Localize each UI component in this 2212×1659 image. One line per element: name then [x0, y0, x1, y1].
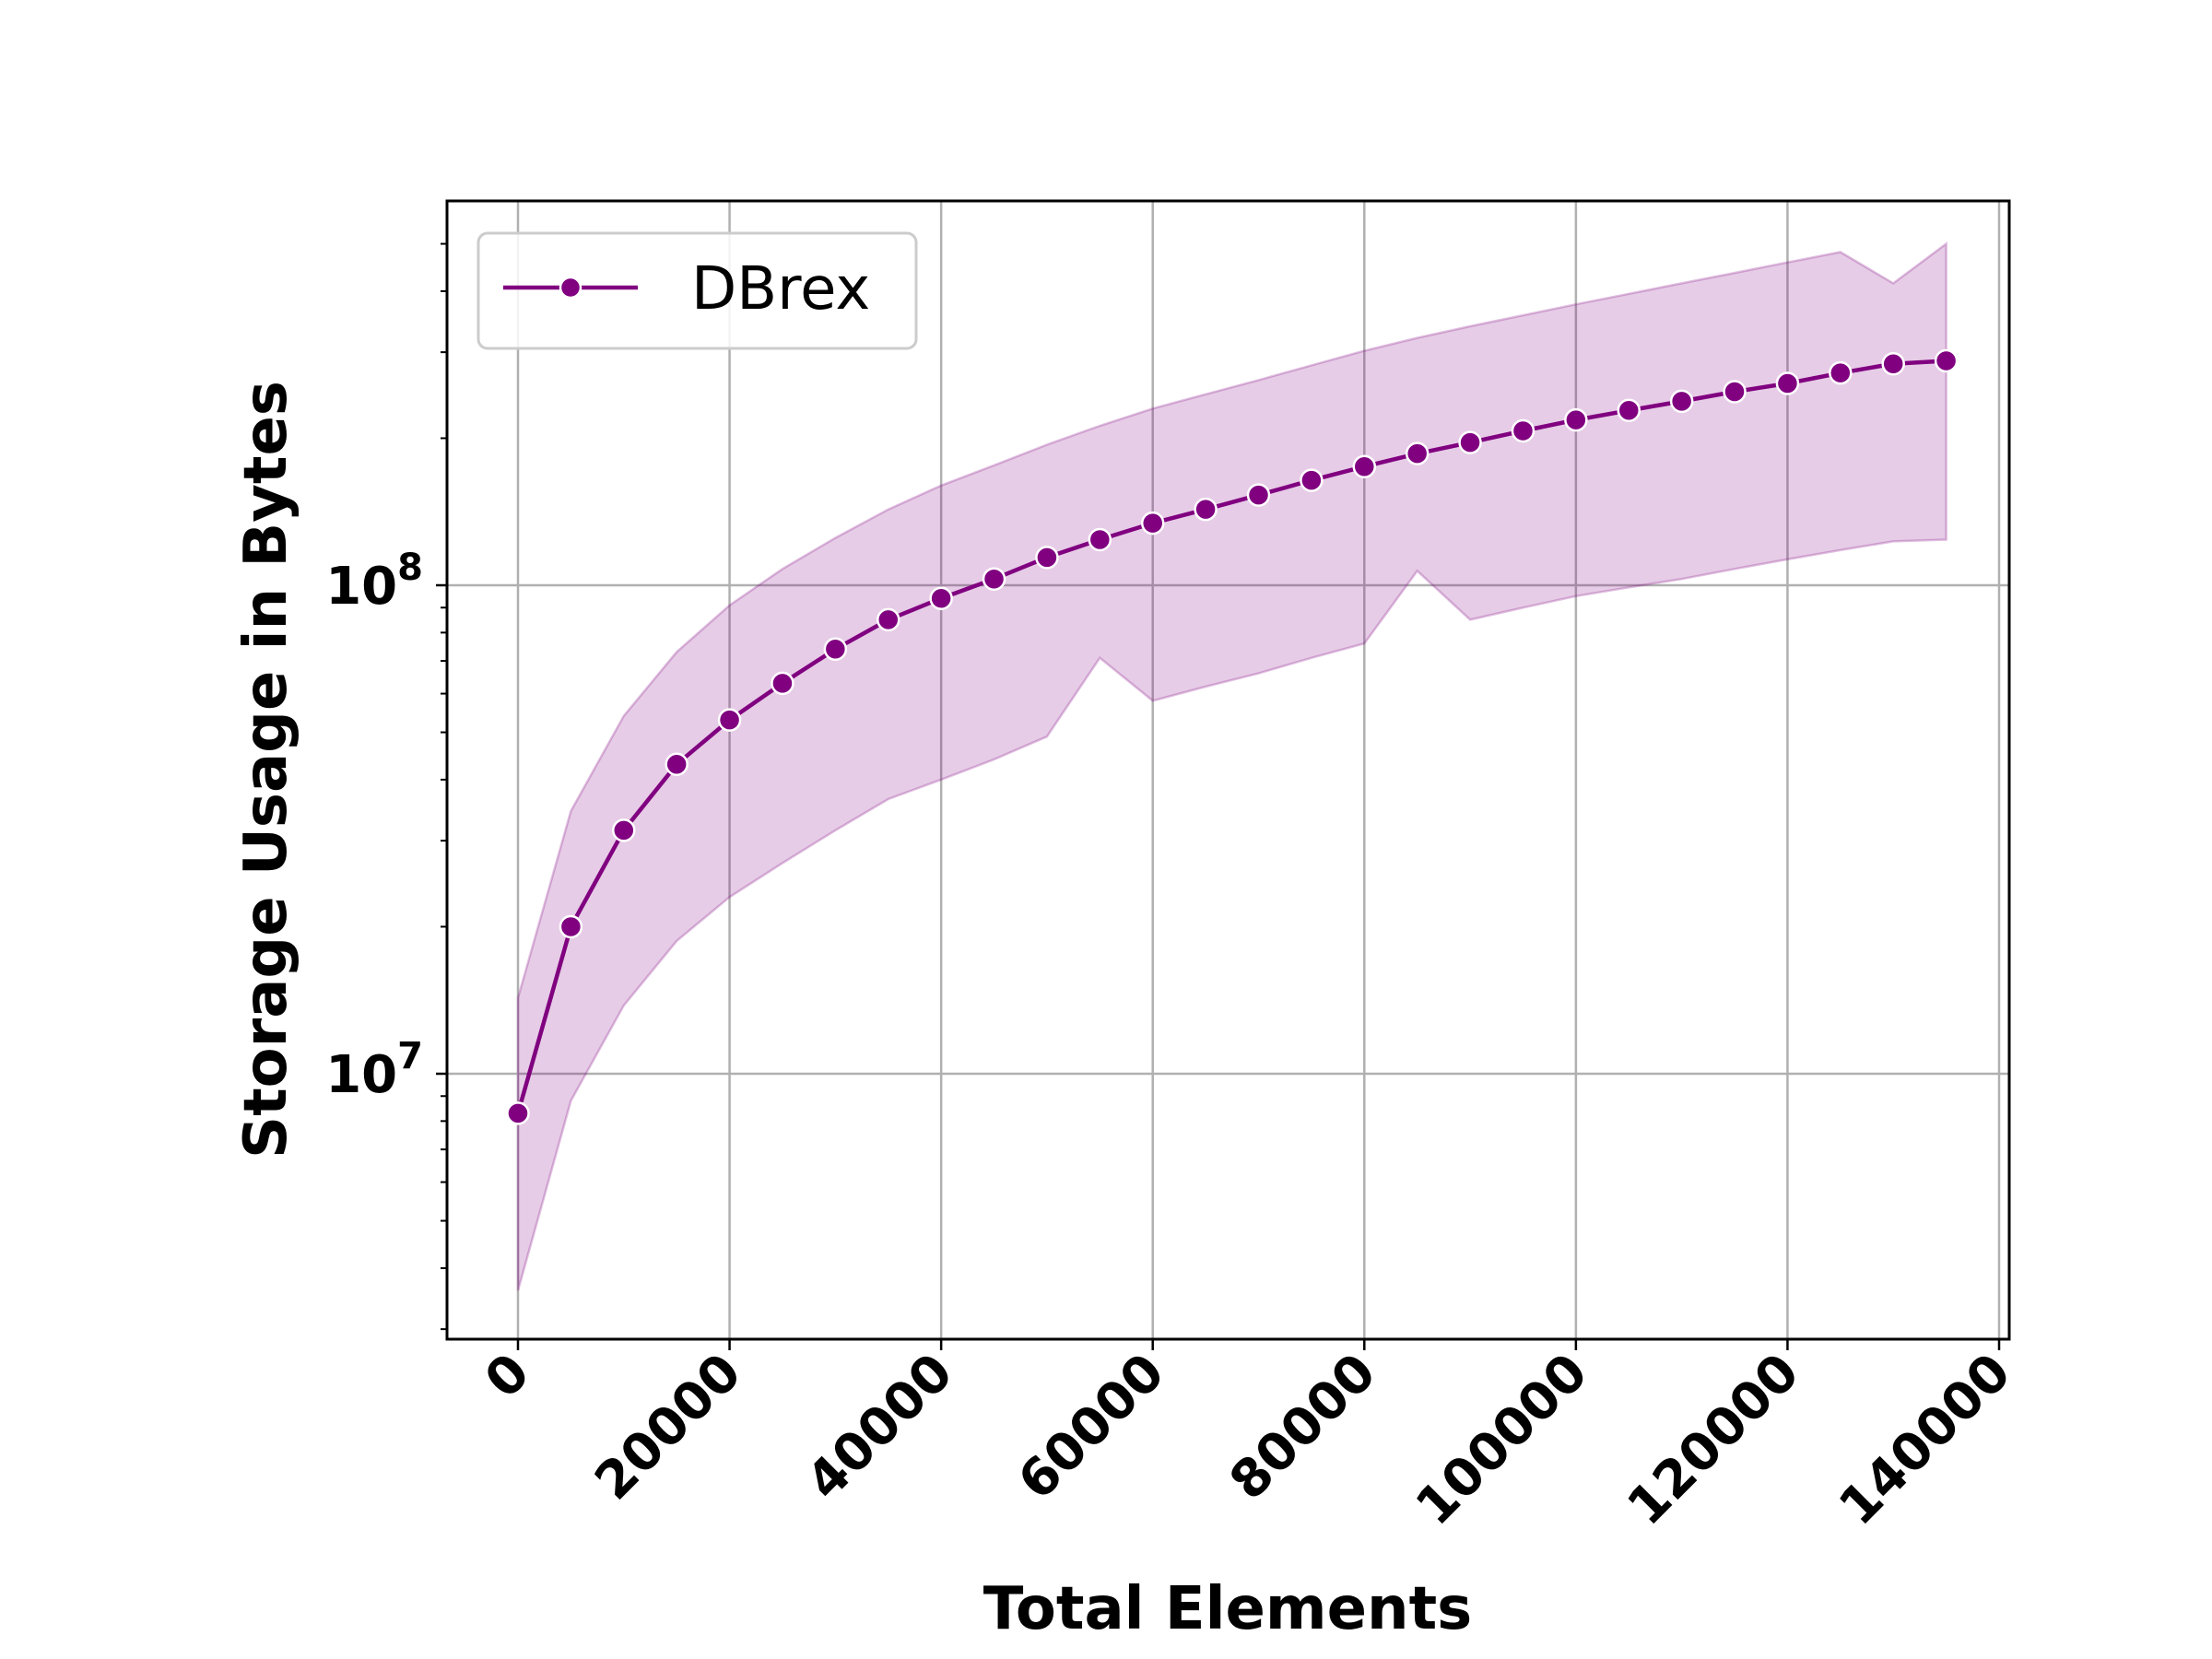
- x-tick-label: 80000: [1218, 1342, 1388, 1512]
- legend-box: [477, 231, 918, 350]
- data-point: [1775, 371, 1800, 395]
- data-point: [1669, 389, 1694, 414]
- data-point: [1405, 441, 1430, 465]
- data-point: [1934, 348, 1959, 373]
- legend-label-dbrex: DBrex: [691, 255, 870, 324]
- series-line-dbrex: [515, 359, 1947, 1114]
- y-axis-ticks: 107 108: [325, 242, 447, 1331]
- data-point: [771, 671, 794, 696]
- y-tick-label: 107: [325, 1035, 423, 1105]
- y-axis-label: Storage Usage in Bytes: [232, 381, 300, 1159]
- legend-marker-swatch: [559, 276, 582, 300]
- confidence-band-group: [516, 241, 1947, 1291]
- x-tick-label: 120000: [1617, 1342, 1811, 1536]
- data-point: [1300, 468, 1324, 492]
- data-point: [1723, 380, 1747, 404]
- x-axis-ticks: 0 20000 40000 60000 80000 100000 120000 140000: [474, 1339, 2022, 1537]
- data-point: [1194, 497, 1218, 522]
- data-points: [506, 348, 1959, 1125]
- data-point: [1246, 483, 1271, 507]
- confidence-band: [516, 241, 1947, 1291]
- y-tick-label: 108: [325, 547, 423, 617]
- data-point: [1617, 398, 1641, 423]
- data-point: [1088, 527, 1112, 552]
- data-point: [929, 586, 953, 610]
- data-point: [1829, 360, 1853, 385]
- data-point: [612, 818, 636, 842]
- data-point: [1881, 351, 1905, 376]
- x-tick-label: 40000: [795, 1342, 965, 1512]
- data-point: [1140, 511, 1165, 535]
- series-line-group: [515, 359, 1947, 1114]
- data-point: [665, 752, 688, 777]
- data-point: [1511, 418, 1535, 443]
- data-point: [1035, 546, 1059, 570]
- data-point: [506, 1101, 530, 1125]
- plot-frame: [445, 199, 2011, 1341]
- x-tick-label: 20000: [583, 1342, 753, 1512]
- data-point: [717, 708, 742, 732]
- x-tick-label: 0: [474, 1342, 542, 1410]
- data-point: [1564, 407, 1588, 432]
- data-point: [982, 567, 1006, 591]
- x-tick-label: 60000: [1006, 1342, 1176, 1512]
- data-point: [1352, 454, 1377, 478]
- legend: DBrex: [477, 231, 918, 350]
- x-tick-label: 140000: [1828, 1342, 2022, 1536]
- data-point: [823, 637, 848, 662]
- x-axis-label: Total Elements: [983, 1575, 1473, 1643]
- x-tick-label: 100000: [1405, 1342, 1599, 1536]
- data-point: [559, 914, 583, 939]
- data-point: [877, 607, 900, 632]
- data-point: [1458, 430, 1482, 454]
